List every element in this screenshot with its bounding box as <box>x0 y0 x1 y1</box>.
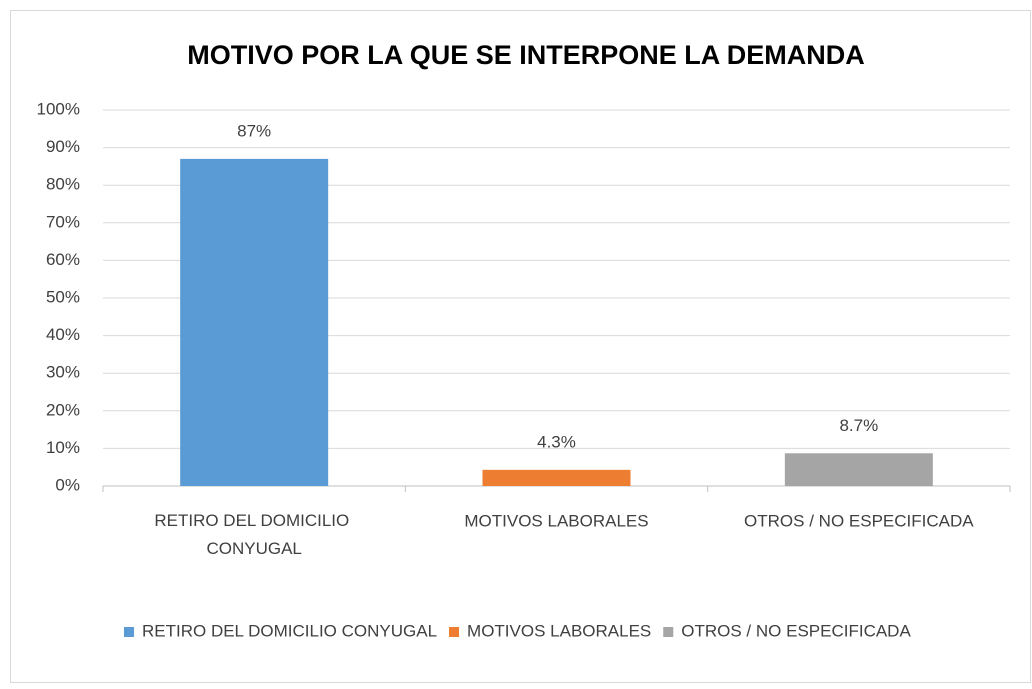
y-tick-label: 40% <box>46 325 80 344</box>
data-label: 87% <box>237 121 271 140</box>
legend-swatch <box>124 627 134 637</box>
legend-label: RETIRO DEL DOMICILIO CONYUGAL <box>142 621 437 640</box>
y-tick-label: 10% <box>46 438 80 457</box>
bar <box>482 469 631 486</box>
legend-label: OTROS / NO ESPECIFICADA <box>681 621 911 640</box>
y-tick-label: 70% <box>46 212 80 231</box>
chart-title: MOTIVO POR LA QUE SE INTERPONE LA DEMAND… <box>187 40 865 70</box>
data-label: 8.7% <box>839 416 878 435</box>
x-tick-label: RETIRO DEL DOMICILIO CONYUGAL <box>154 511 354 558</box>
y-tick-label: 80% <box>46 175 80 194</box>
chart-border <box>10 10 1031 683</box>
y-tick-label: 20% <box>46 400 80 419</box>
bar <box>784 453 933 486</box>
legend-swatch <box>449 627 460 637</box>
legend-swatch <box>663 627 674 637</box>
y-tick-label: 30% <box>46 363 80 382</box>
x-tick-label: OTROS / NO ESPECIFICADA <box>744 511 974 530</box>
y-tick-label: 0% <box>55 475 80 494</box>
x-tick-label: MOTIVOS LABORALES <box>464 511 648 530</box>
y-tick-label: 100% <box>37 99 80 118</box>
y-tick-label: 90% <box>46 137 80 156</box>
y-tick-label: 50% <box>46 287 80 306</box>
data-label: 4.3% <box>537 432 576 451</box>
bar <box>180 158 329 486</box>
y-tick-label: 60% <box>46 250 80 269</box>
legend-label: MOTIVOS LABORALES <box>467 621 651 640</box>
